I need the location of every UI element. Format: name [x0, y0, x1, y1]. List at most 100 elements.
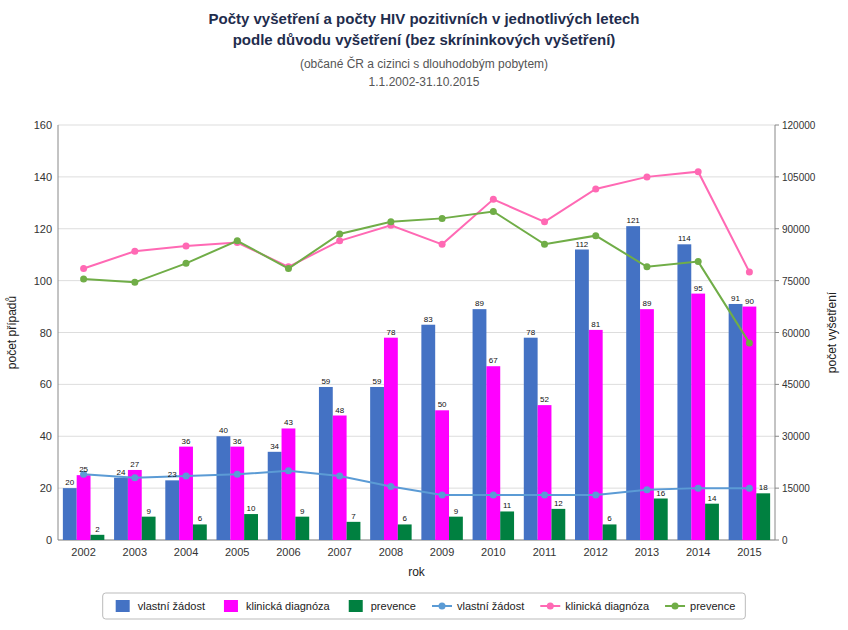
- bar: [435, 410, 449, 540]
- bar: [295, 517, 309, 540]
- line-marker: [387, 218, 394, 225]
- bar: [677, 244, 691, 540]
- line-marker: [592, 185, 599, 192]
- data-label: 112: [576, 240, 589, 249]
- bar-series: [91, 493, 771, 540]
- data-label: 18: [759, 483, 768, 492]
- data-label: 59: [321, 377, 330, 386]
- x-tick-label: 2012: [584, 546, 608, 558]
- bar: [640, 309, 654, 540]
- x-tick-label: 2003: [123, 546, 147, 558]
- data-label: 12: [554, 499, 563, 508]
- legend-swatch: [672, 603, 679, 610]
- y2-tick-label: 105000: [782, 172, 816, 183]
- data-label: 9: [146, 507, 151, 516]
- y2-tick-label: 30000: [782, 431, 810, 442]
- line-marker: [490, 208, 497, 215]
- y-tick-label: 100: [34, 275, 52, 287]
- x-tick-label: 2007: [327, 546, 351, 558]
- data-label: 9: [454, 507, 459, 516]
- line-marker: [541, 218, 548, 225]
- data-label: 89: [643, 299, 652, 308]
- data-label: 114: [678, 234, 691, 243]
- y2-tick-label: 60000: [782, 328, 810, 339]
- bar: [128, 470, 142, 540]
- bar: [244, 514, 258, 540]
- grid-line: [58, 384, 775, 385]
- legend-label: prevence: [690, 600, 735, 612]
- bar: [603, 524, 617, 540]
- grid-line: [58, 436, 775, 437]
- y2-tick: [775, 176, 779, 177]
- x-tick-label: 2008: [379, 546, 403, 558]
- legend-label: vlastní žádost: [138, 600, 205, 612]
- bar: [77, 475, 91, 540]
- bar: [538, 405, 552, 540]
- y2-tick: [775, 332, 779, 333]
- bar: [282, 428, 296, 540]
- legend-items: vlastní žádost klinická diagnóza prevence v…: [116, 600, 736, 612]
- data-label: 7: [351, 512, 356, 521]
- bar: [486, 366, 500, 540]
- legend-label: klinická diagnóza: [565, 600, 650, 612]
- y2-tick: [775, 125, 779, 126]
- y2-axis: [775, 125, 776, 540]
- line-series: [80, 168, 753, 275]
- line-series: [80, 467, 753, 498]
- grid-line: [58, 228, 775, 229]
- data-label: 121: [626, 216, 640, 225]
- data-label: 95: [694, 284, 703, 293]
- data-label: 16: [656, 489, 665, 498]
- line-marker: [131, 248, 138, 255]
- bar: [319, 387, 333, 540]
- line-marker: [695, 485, 702, 492]
- data-label: 6: [607, 514, 612, 523]
- data-label: 90: [745, 297, 754, 306]
- line-marker: [541, 492, 548, 499]
- line-marker: [592, 232, 599, 239]
- data-label: 67: [489, 356, 498, 365]
- bar: [217, 436, 231, 540]
- legend-item: klinická diagnóza: [224, 600, 331, 612]
- legend-frame: [103, 593, 746, 619]
- y2-tick-label: 0: [782, 535, 788, 546]
- line-marker: [80, 275, 87, 282]
- line-marker: [183, 260, 190, 267]
- data-label: 23: [168, 470, 177, 479]
- legend-item: vlastní žádost: [116, 600, 205, 612]
- legend-label: klinická diagnóza: [246, 600, 331, 612]
- grid-line: [58, 176, 775, 177]
- data-label: 78: [386, 328, 395, 337]
- data-label: 6: [402, 514, 407, 523]
- subtitle: (občané ČR a cizinci s dlouhodobým pobyt…: [300, 56, 548, 71]
- x-tick-label: 2014: [686, 546, 710, 558]
- y2-tick: [775, 540, 779, 541]
- y-tick-label: 140: [34, 171, 52, 183]
- bar-series: [77, 294, 757, 540]
- legend-label: vlastní žádost: [457, 600, 524, 612]
- data-label: 91: [731, 294, 740, 303]
- bar: [729, 304, 743, 540]
- y-tick-label: 160: [34, 119, 52, 131]
- bar: [179, 447, 193, 540]
- y-tick-label: 20: [40, 482, 52, 494]
- legend-swatch: [116, 600, 130, 612]
- line: [84, 471, 750, 495]
- data-label: 36: [182, 437, 191, 446]
- data-label: 27: [130, 460, 139, 469]
- y-axis: [58, 125, 59, 540]
- line-marker: [695, 168, 702, 175]
- grid-line: [58, 332, 775, 333]
- bar: [756, 493, 770, 540]
- bar: [165, 480, 179, 540]
- y2-tick: [775, 228, 779, 229]
- title: podle důvodu vyšetření (bez skríninkovýc…: [233, 31, 616, 48]
- line-marker: [643, 263, 650, 270]
- bar: [63, 488, 77, 540]
- bar: [575, 250, 589, 541]
- bar: [114, 478, 128, 540]
- legend-item: prevence: [349, 600, 416, 612]
- line-marker: [439, 241, 446, 248]
- subtitle: 1.1.2002-31.10.2015: [369, 75, 480, 89]
- bar: [524, 338, 538, 540]
